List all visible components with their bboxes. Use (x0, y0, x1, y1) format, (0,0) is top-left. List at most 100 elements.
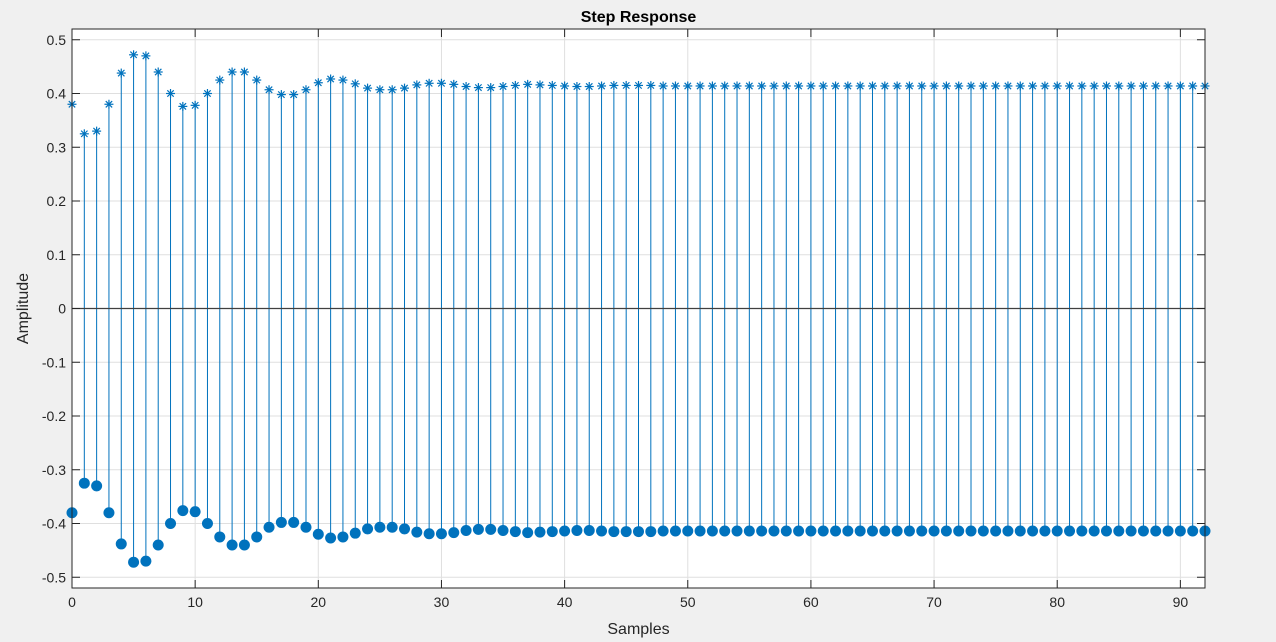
circle-marker-72 (953, 525, 965, 537)
asterisk-marker-70 (929, 81, 939, 91)
asterisk-marker-8 (166, 89, 176, 98)
x-tick-label-4: 40 (557, 594, 573, 610)
circle-marker-46 (632, 526, 644, 538)
circle-marker-90 (1174, 525, 1186, 537)
circle-marker-36 (509, 526, 521, 538)
asterisk-marker-71 (941, 81, 951, 91)
circle-marker-13 (226, 539, 238, 551)
asterisk-marker-45 (621, 80, 631, 90)
asterisk-marker-77 (1015, 81, 1025, 91)
circle-marker-9 (177, 505, 189, 517)
circle-marker-62 (830, 525, 842, 537)
x-tick-label-7: 70 (926, 594, 942, 610)
x-tick-label-2: 20 (311, 594, 327, 610)
circle-marker-8 (165, 517, 177, 529)
x-tick-label-0: 0 (68, 594, 76, 610)
circle-marker-76 (1002, 525, 1014, 537)
asterisk-marker-48 (658, 81, 668, 91)
circle-marker-41 (571, 524, 583, 536)
asterisk-marker-42 (584, 82, 594, 92)
circle-marker-38 (534, 526, 546, 538)
circle-marker-88 (1150, 525, 1162, 537)
asterisk-marker-80 (1052, 81, 1062, 91)
asterisk-marker-24 (363, 83, 373, 93)
circle-marker-81 (1064, 525, 1076, 537)
asterisk-marker-57 (769, 81, 779, 91)
asterisk-marker-31 (449, 79, 459, 89)
asterisk-marker-56 (757, 81, 767, 91)
asterisk-marker-53 (720, 81, 730, 91)
circle-marker-61 (817, 525, 829, 537)
asterisk-marker-12 (215, 75, 225, 85)
asterisk-marker-13 (227, 67, 237, 77)
circle-marker-65 (866, 525, 878, 537)
circle-marker-3 (103, 507, 115, 519)
circle-marker-14 (238, 539, 250, 551)
circle-marker-20 (312, 528, 324, 540)
asterisk-marker-43 (597, 81, 607, 91)
circle-marker-40 (559, 525, 571, 537)
y-tick-label-8: -0.3 (42, 462, 66, 478)
x-tick-label-6: 60 (803, 594, 819, 610)
asterisk-marker-74 (978, 81, 988, 91)
asterisk-marker-28 (412, 80, 422, 90)
circle-marker-18 (288, 516, 300, 528)
circle-marker-44 (608, 526, 620, 538)
asterisk-marker-58 (781, 81, 791, 91)
asterisk-marker-66 (880, 81, 890, 91)
y-tick-label-0: 0.5 (47, 32, 67, 48)
asterisk-marker-60 (806, 81, 816, 91)
circle-marker-89 (1162, 525, 1174, 537)
circle-marker-26 (386, 521, 398, 533)
asterisk-marker-81 (1065, 81, 1075, 91)
circle-marker-74 (977, 525, 989, 537)
y-tick-label-3: 0.2 (47, 193, 67, 209)
asterisk-marker-62 (831, 81, 841, 91)
circle-marker-15 (251, 531, 263, 543)
asterisk-marker-2 (92, 126, 102, 136)
circle-marker-23 (349, 527, 361, 539)
circle-marker-32 (460, 524, 472, 536)
circle-marker-45 (620, 526, 632, 538)
circle-marker-80 (1051, 525, 1063, 537)
asterisk-marker-69 (917, 81, 927, 91)
circle-marker-12 (214, 531, 226, 543)
circle-marker-59 (793, 525, 805, 537)
circle-marker-66 (879, 525, 891, 537)
asterisk-marker-7 (153, 67, 163, 77)
circle-marker-42 (583, 524, 595, 536)
circle-marker-60 (805, 525, 817, 537)
asterisk-marker-14 (239, 67, 249, 77)
asterisk-marker-9 (178, 101, 188, 111)
asterisk-marker-89 (1163, 81, 1173, 91)
circle-marker-24 (362, 523, 374, 535)
x-tick-label-9: 90 (1173, 594, 1189, 610)
circle-marker-82 (1076, 525, 1088, 537)
asterisk-marker-15 (252, 75, 262, 85)
circle-marker-63 (842, 525, 854, 537)
asterisk-marker-18 (289, 90, 299, 100)
circle-marker-68 (903, 525, 915, 537)
x-tick-label-1: 10 (187, 594, 203, 610)
asterisk-marker-90 (1175, 81, 1185, 91)
asterisk-marker-91 (1188, 81, 1198, 91)
circle-marker-17 (275, 516, 287, 528)
asterisk-marker-73 (966, 81, 976, 91)
data-markers (66, 50, 1211, 568)
asterisk-marker-5 (129, 50, 139, 60)
x-axis-label: Samples (607, 621, 669, 638)
y-tick-label-5: 0 (58, 301, 66, 317)
chart-title: Step Response (581, 9, 697, 26)
asterisk-marker-30 (436, 78, 446, 88)
circle-marker-4 (115, 538, 127, 550)
y-tick-label-2: 0.3 (47, 139, 67, 155)
asterisk-marker-61 (818, 81, 828, 91)
circle-marker-77 (1014, 525, 1026, 537)
asterisk-marker-33 (473, 83, 483, 93)
asterisk-marker-85 (1114, 81, 1124, 91)
asterisk-marker-59 (794, 81, 804, 91)
asterisk-marker-21 (326, 74, 336, 84)
x-axis-ticks: 0 10 20 30 40 50 60 70 80 90 (68, 29, 1188, 610)
asterisk-marker-19 (301, 85, 311, 95)
